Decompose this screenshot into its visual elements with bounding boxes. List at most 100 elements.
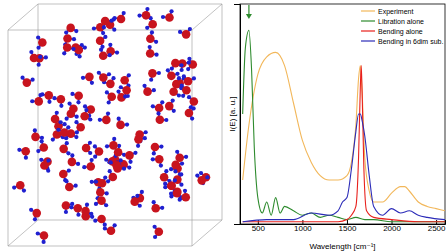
hydrogen [117,117,121,121]
hydrogen [169,194,173,198]
oxygen [101,17,110,26]
oxygen [167,181,176,190]
simulation-box [8,4,222,246]
hydrogen [159,145,163,149]
oxygen [95,147,104,156]
oxygen [134,135,143,144]
water-molecule [59,141,70,155]
water-molecule [178,189,190,202]
oxygen [197,176,206,185]
oxygen [182,86,191,95]
oxygen [60,128,69,137]
oxygen [116,121,125,130]
oxygen [23,78,32,87]
hydrogen [171,98,175,102]
hydrogen [170,67,174,71]
hydrogen [102,25,106,29]
hydrogen [64,210,68,214]
water-molecule [146,45,159,58]
hydrogen [189,105,193,109]
hydrogen [69,205,73,209]
hydrogen [181,94,185,98]
hydrogen [112,137,116,141]
water-molecule [153,225,164,239]
water-molecule [62,43,76,55]
hydrogen [82,165,86,169]
hydrogen [150,30,154,34]
hydrogen [175,150,179,154]
water-molecule [170,59,184,71]
oxygen [39,143,48,152]
hydrogen [122,167,126,171]
hydrogen [106,112,110,116]
water-molecule [160,169,172,183]
oxygen [74,91,83,100]
series-line [243,66,445,222]
water-molecule [116,117,129,130]
hydrogen [152,151,156,155]
water-molecule [30,93,43,106]
water-molecule [175,150,188,162]
oxygen [53,130,62,139]
hydrogen [107,100,111,104]
hydrogen [192,76,196,80]
hydrogen [187,95,191,99]
x-tick-label: 1500 [339,224,357,233]
oxygen [155,104,164,113]
oxygen [63,43,72,52]
oxygen [34,97,43,106]
hydrogen [173,169,177,173]
box-edge [38,4,222,5]
x-tick-label: 2500 [428,224,446,233]
hydrogen [76,213,80,217]
water-molecule [64,24,78,35]
oxygen [63,34,72,43]
water-molecule [69,204,82,217]
legend-label: Experiment [378,8,413,16]
hydrogen [157,71,161,75]
hydrogen [71,47,75,51]
oxygen [171,59,180,68]
hydrogen [111,76,115,80]
oxygen [156,115,165,124]
water-molecule [59,168,71,182]
water-molecule [52,95,65,108]
hydrogen [153,235,157,239]
hydrogen [166,68,170,72]
oxygen [167,182,176,191]
hydrogen [46,158,50,162]
hydrogen [93,219,97,223]
hydrogen [183,189,187,193]
hydrogen [29,50,33,54]
box-edge [8,246,192,247]
oxygen [143,87,152,96]
hydrogen [70,92,74,96]
hydrogen [108,53,112,57]
hydrogen [38,93,42,97]
oxygen [44,91,53,100]
oxygen [16,181,25,190]
oxygen [66,24,75,33]
hydrogen [110,19,114,23]
hydrogen [105,144,109,148]
hydrogen [128,160,132,164]
oxygen [40,161,49,170]
oxygen [185,109,194,118]
oxygen [99,73,108,82]
hydrogen [88,151,92,155]
hydrogen [104,158,108,162]
water-molecule [148,69,161,82]
water-molecule [151,155,164,168]
hydrogen [107,72,111,76]
water-molecule [81,208,94,221]
hydrogen [36,149,40,153]
hydrogen [152,88,156,92]
oxygen [146,49,155,58]
water-molecule [99,48,112,61]
water-molecule [165,98,176,112]
hydrogen [74,135,78,139]
hydrogen [108,43,112,47]
x-tick-label: 1000 [294,224,312,233]
water-molecule [98,112,111,125]
hydrogen [44,55,48,59]
